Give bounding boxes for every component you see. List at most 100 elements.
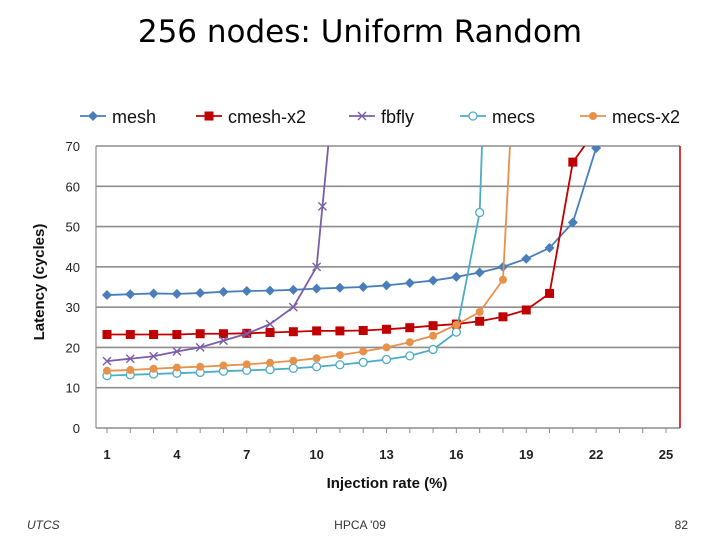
point-cmesh-x2-14 xyxy=(428,321,438,331)
y-tick-label-0: 0 xyxy=(73,421,80,436)
legend-marker-cmesh-x2 xyxy=(204,111,214,121)
legend-marker-mesh xyxy=(88,111,98,121)
legend-marker-mecs xyxy=(468,111,478,121)
y-tick-label-30: 30 xyxy=(66,300,80,315)
point-mesh-19 xyxy=(544,242,555,253)
legend-item-mecs: mecs xyxy=(460,107,535,127)
footer-page-number: 82 xyxy=(674,518,688,532)
y-axis-title: Latency (cycles) xyxy=(31,224,48,341)
point-mecs-x2-10 xyxy=(335,351,344,360)
point-fbfly-10 xyxy=(317,201,327,211)
point-fbfly-8 xyxy=(288,302,298,312)
point-mesh-2 xyxy=(148,288,159,299)
x-tick-label-10: 10 xyxy=(309,447,323,462)
point-fbfly-1 xyxy=(125,354,135,364)
x-tick-label-13: 13 xyxy=(379,447,393,462)
point-cmesh-x2-18 xyxy=(521,305,531,315)
point-mecs-10 xyxy=(335,360,345,370)
point-mecs-x2-1 xyxy=(126,365,135,374)
point-fbfly-6 xyxy=(242,329,252,339)
series-mesh xyxy=(102,146,602,301)
series-fbfly xyxy=(102,146,330,366)
series-mecs xyxy=(102,146,485,381)
point-fbfly-5 xyxy=(218,336,228,346)
point-mecs-x2-14 xyxy=(429,331,438,340)
x-tick-label-1: 1 xyxy=(103,447,110,462)
legend-item-fbfly: fbfly xyxy=(349,107,414,127)
series-line-mecs xyxy=(106,146,483,377)
point-mecs-x2-9 xyxy=(312,354,321,363)
point-cmesh-x2-11 xyxy=(358,326,368,336)
point-cmesh-x2-4 xyxy=(195,329,205,339)
point-mesh-14 xyxy=(428,275,439,286)
point-cmesh-x2-12 xyxy=(382,324,391,334)
point-mecs-x2-3 xyxy=(172,363,181,372)
point-mesh-1 xyxy=(125,289,136,300)
x-tick-label-16: 16 xyxy=(449,447,463,462)
x-tick-label-19: 19 xyxy=(519,447,533,462)
point-mecs-x2-16 xyxy=(475,307,484,316)
point-mecs-x2-6 xyxy=(242,360,251,369)
chart-axes xyxy=(95,146,681,433)
chart-legend: mesh cmesh-x2 fbfly mecs mecs-x2 xyxy=(80,107,680,127)
point-mesh-13 xyxy=(404,277,415,288)
chart-labels: 0 10 20 30 40 50 60 70 1 4 7 10 13 16 19 22 25 Injection … xyxy=(31,139,673,492)
point-mecs-9 xyxy=(311,362,322,372)
x-tick-label-25: 25 xyxy=(659,447,673,462)
x-tick-label-4: 4 xyxy=(173,447,181,462)
legend-item-cmesh-x2: cmesh-x2 xyxy=(196,107,306,127)
series-mecs-x2 xyxy=(103,146,511,375)
legend-marker-fbfly xyxy=(357,111,367,121)
point-mecs-x2-13 xyxy=(405,338,414,347)
point-mecs-x2-0 xyxy=(103,366,111,375)
point-mesh-21 xyxy=(591,146,602,154)
point-fbfly-2 xyxy=(149,351,159,361)
point-mesh-16 xyxy=(474,267,485,278)
point-mesh-8 xyxy=(288,284,299,295)
point-mecs-8 xyxy=(288,363,298,374)
point-cmesh-x2-16 xyxy=(475,316,485,326)
point-mesh-18 xyxy=(521,253,532,264)
legend-label-fbfly: fbfly xyxy=(381,107,414,127)
point-mecs-15 xyxy=(451,327,462,337)
point-mesh-4 xyxy=(195,288,206,299)
point-mecs-x2-7 xyxy=(266,358,275,367)
point-cmesh-x2-20 xyxy=(568,157,578,167)
point-mecs-x2-8 xyxy=(289,356,298,365)
footer-conference: HPCA '09 xyxy=(334,518,386,532)
legend-label-cmesh-x2: cmesh-x2 xyxy=(228,107,306,127)
point-mecs-x2-5 xyxy=(219,361,228,370)
series-cmesh-x2 xyxy=(102,146,586,340)
footer-org: UTCS xyxy=(27,518,60,532)
point-mesh-0 xyxy=(102,290,112,301)
point-mecs-x2-17 xyxy=(498,275,507,284)
legend-marker-mecs-x2 xyxy=(589,112,597,120)
y-tick-label-40: 40 xyxy=(66,260,80,275)
y-tick-label-70: 70 xyxy=(66,139,80,154)
y-tick-label-50: 50 xyxy=(66,220,80,235)
point-cmesh-x2-7 xyxy=(265,328,275,338)
point-fbfly-0 xyxy=(102,356,112,366)
point-cmesh-x2-0 xyxy=(102,330,112,340)
legend-label-mecs-x2: mecs-x2 xyxy=(612,107,680,127)
x-tick-label-7: 7 xyxy=(243,447,250,462)
point-cmesh-x2-3 xyxy=(172,330,182,340)
point-cmesh-x2-8 xyxy=(288,327,298,337)
x-tick-label-22: 22 xyxy=(589,447,603,462)
point-mecs-11 xyxy=(358,357,368,367)
legend-item-mecs-x2: mecs-x2 xyxy=(580,107,680,127)
series-line-cmesh-x2 xyxy=(107,146,586,336)
point-fbfly-9 xyxy=(312,262,322,272)
point-mecs-x2-15 xyxy=(452,320,461,329)
point-fbfly-3 xyxy=(172,346,182,356)
y-tick-label-60: 60 xyxy=(66,179,80,194)
point-mesh-10 xyxy=(334,282,345,293)
point-cmesh-x2-17 xyxy=(498,312,508,322)
x-axis-title: Injection rate (%) xyxy=(327,475,448,492)
point-cmesh-x2-19 xyxy=(545,288,555,298)
point-mecs-7 xyxy=(265,364,275,375)
point-mesh-6 xyxy=(241,286,252,297)
series-line-mesh xyxy=(106,147,597,296)
chart-series-layer xyxy=(102,146,602,381)
point-cmesh-x2-2 xyxy=(149,330,159,340)
